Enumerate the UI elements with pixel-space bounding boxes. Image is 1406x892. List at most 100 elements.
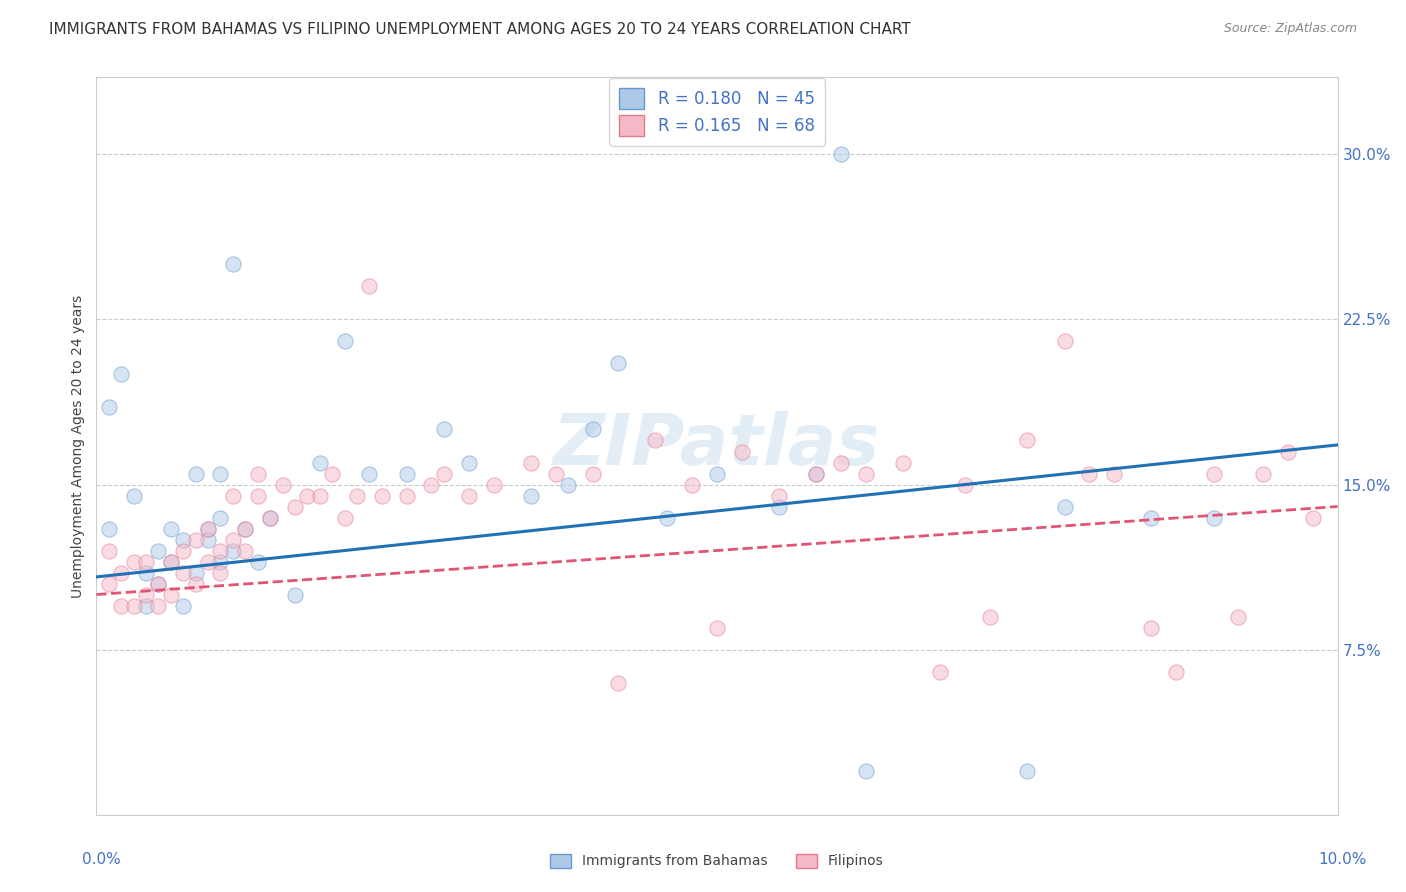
Point [395, 489, 418, 503]
Point [457, 456, 479, 470]
Point [1053, 500, 1076, 514]
Point [520, 489, 543, 503]
Point [582, 467, 605, 481]
Point [172, 543, 194, 558]
Point [1251, 467, 1274, 481]
Point [955, 477, 977, 491]
Point [979, 609, 1001, 624]
Point [1017, 434, 1039, 448]
Point [582, 422, 605, 436]
Point [1017, 764, 1039, 778]
Point [284, 500, 307, 514]
Point [297, 489, 319, 503]
Point [606, 356, 628, 370]
Point [457, 489, 479, 503]
Point [159, 555, 181, 569]
Point [246, 555, 269, 569]
Point [420, 477, 443, 491]
Point [1140, 510, 1163, 524]
Point [222, 543, 245, 558]
Point [706, 467, 728, 481]
Point [284, 588, 307, 602]
Point [148, 543, 170, 558]
Point [209, 566, 232, 580]
Point [184, 533, 207, 547]
Point [1140, 621, 1163, 635]
Point [135, 566, 157, 580]
Text: ZIPatlas: ZIPatlas [554, 411, 880, 481]
Point [135, 588, 157, 602]
Point [1202, 510, 1225, 524]
Point [122, 489, 145, 503]
Point [346, 489, 368, 503]
Point [233, 522, 256, 536]
Legend: R = 0.180   N = 45, R = 0.165   N = 68: R = 0.180 N = 45, R = 0.165 N = 68 [609, 78, 825, 145]
Point [222, 489, 245, 503]
Point [148, 576, 170, 591]
Point [259, 510, 281, 524]
Point [731, 444, 754, 458]
Point [110, 368, 132, 382]
Y-axis label: Unemployment Among Ages 20 to 24 years: Unemployment Among Ages 20 to 24 years [72, 294, 86, 598]
Text: 10.0%: 10.0% [1319, 852, 1367, 867]
Point [333, 510, 356, 524]
Point [308, 489, 330, 503]
Point [1053, 334, 1076, 349]
Point [172, 533, 194, 547]
Point [1102, 467, 1125, 481]
Point [657, 510, 679, 524]
Point [271, 477, 294, 491]
Point [482, 477, 505, 491]
Point [1277, 444, 1299, 458]
Point [830, 456, 852, 470]
Point [1078, 467, 1101, 481]
Text: IMMIGRANTS FROM BAHAMAS VS FILIPINO UNEMPLOYMENT AMONG AGES 20 TO 24 YEARS CORRE: IMMIGRANTS FROM BAHAMAS VS FILIPINO UNEM… [49, 22, 911, 37]
Point [110, 566, 132, 580]
Point [184, 566, 207, 580]
Point [97, 576, 120, 591]
Point [246, 467, 269, 481]
Point [359, 467, 381, 481]
Point [929, 665, 952, 679]
Point [159, 588, 181, 602]
Point [209, 555, 232, 569]
Point [148, 576, 170, 591]
Point [209, 467, 232, 481]
Point [333, 334, 356, 349]
Point [1227, 609, 1250, 624]
Text: 0.0%: 0.0% [82, 852, 121, 867]
Point [1166, 665, 1188, 679]
Point [110, 599, 132, 613]
Text: Source: ZipAtlas.com: Source: ZipAtlas.com [1223, 22, 1357, 36]
Point [830, 147, 852, 161]
Point [557, 477, 579, 491]
Point [321, 467, 343, 481]
Point [97, 543, 120, 558]
Point [855, 764, 877, 778]
Point [159, 522, 181, 536]
Point [308, 456, 330, 470]
Point [135, 555, 157, 569]
Point [197, 522, 219, 536]
Point [172, 599, 194, 613]
Point [891, 456, 914, 470]
Point [1202, 467, 1225, 481]
Point [433, 422, 456, 436]
Point [97, 401, 120, 415]
Point [97, 522, 120, 536]
Point [209, 543, 232, 558]
Point [768, 500, 790, 514]
Point [606, 675, 628, 690]
Point [184, 576, 207, 591]
Point [246, 489, 269, 503]
Point [135, 599, 157, 613]
Point [371, 489, 394, 503]
Point [520, 456, 543, 470]
Point [159, 555, 181, 569]
Point [359, 279, 381, 293]
Point [122, 555, 145, 569]
Point [209, 510, 232, 524]
Point [806, 467, 828, 481]
Point [148, 599, 170, 613]
Point [433, 467, 456, 481]
